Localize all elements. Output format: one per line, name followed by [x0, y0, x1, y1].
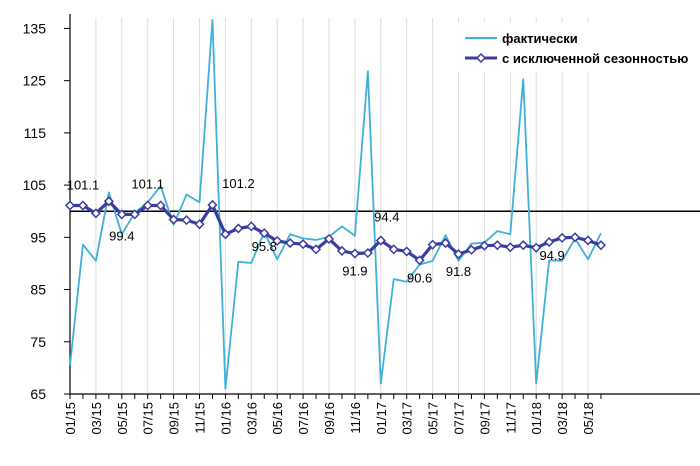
legend-label-actual: фактически: [502, 31, 578, 46]
x-tick-label: 05/18: [581, 402, 596, 435]
series-marker-seasonally-adjusted: [142, 200, 153, 211]
x-tick-label: 03/17: [400, 402, 415, 435]
x-tick-label: 09/15: [167, 402, 182, 435]
grid: [95, 18, 589, 394]
series-marker-seasonally-adjusted: [116, 209, 127, 220]
series-marker-seasonally-adjusted: [220, 229, 231, 240]
series-marker-seasonally-adjusted: [414, 255, 425, 266]
x-tick-label: 01/15: [63, 402, 78, 435]
series-marker-seasonally-adjusted: [388, 244, 399, 255]
axes: 65 75 85 95 105 115 125 135 01/15 03/15 05/15 07/15…: [23, 14, 700, 435]
series-marker-seasonally-adjusted: [285, 238, 296, 249]
series-marker-seasonally-adjusted: [207, 199, 218, 211]
legend-label-sa: с исключенной сезонностью: [502, 51, 688, 66]
data-label: 101.2: [222, 176, 255, 191]
series-marker-seasonally-adjusted: [427, 239, 438, 250]
series-marker-seasonally-adjusted: [77, 200, 89, 211]
series-marker-seasonally-adjusted: [310, 244, 322, 255]
series-marker-seasonally-adjusted: [168, 214, 179, 225]
y-tick-label: 135: [23, 20, 47, 36]
x-tick-label: 01/16: [218, 402, 233, 435]
y-tick-label: 75: [30, 334, 46, 350]
x-tick-label: 01/18: [529, 402, 544, 435]
series-marker-seasonally-adjusted: [531, 242, 542, 253]
series-marker-seasonally-adjusted: [272, 235, 283, 247]
series-marker-seasonally-adjusted: [479, 240, 490, 251]
x-tick-label: 09/16: [322, 402, 337, 435]
series-marker-seasonally-adjusted: [582, 235, 594, 246]
series-group: [64, 19, 607, 390]
legend-marker-sa: [475, 52, 487, 64]
series-marker-seasonally-adjusted: [518, 240, 529, 251]
series-marker-seasonally-adjusted: [64, 200, 76, 211]
data-label: 91.8: [446, 264, 471, 279]
x-tick-label: 11/17: [503, 402, 518, 434]
series-marker-seasonally-adjusted: [129, 209, 140, 220]
x-tick-label: 07/15: [141, 402, 156, 435]
data-label: 99.4: [109, 228, 134, 243]
data-label: 94.9: [539, 248, 564, 263]
series-marker-seasonally-adjusted: [103, 196, 114, 207]
series-marker-seasonally-adjusted: [90, 208, 101, 219]
x-tick-label: 01/17: [374, 402, 389, 435]
x-tick-label: 03/16: [244, 402, 259, 435]
data-label: 91.9: [342, 264, 367, 279]
series-marker-seasonally-adjusted: [233, 223, 244, 234]
y-tick-label: 85: [30, 282, 46, 298]
x-tick-label: 09/17: [477, 402, 492, 435]
series-marker-seasonally-adjusted: [259, 228, 270, 239]
series-marker-seasonally-adjusted: [505, 242, 516, 253]
series-marker-seasonally-adjusted: [440, 238, 451, 249]
x-tick-label: 07/16: [296, 402, 311, 435]
data-label: 95.8: [252, 239, 277, 254]
legend: фактически с исключенной сезонностью: [458, 23, 700, 71]
y-tick-label: 125: [23, 73, 47, 89]
y-tick-label: 95: [30, 229, 46, 245]
data-labels: 101.1 99.4 101.1 101.2 95.8 91.9 94.4 90.6 91.8 9…: [67, 176, 565, 285]
series-marker-seasonally-adjusted: [298, 239, 309, 250]
x-tick-label: 05/17: [426, 402, 441, 435]
x-tick-label: 03/18: [555, 402, 570, 435]
x-tick-label: 11/15: [193, 402, 208, 434]
series-marker-seasonally-adjusted: [246, 221, 257, 232]
data-label: 94.4: [374, 209, 399, 224]
series-marker-seasonally-adjusted: [466, 244, 477, 255]
series-marker-seasonally-adjusted: [453, 248, 464, 260]
series-marker-seasonally-adjusted: [492, 240, 503, 251]
series-marker-seasonally-adjusted: [336, 245, 348, 256]
series-marker-seasonally-adjusted: [349, 248, 360, 259]
series-marker-seasonally-adjusted: [557, 232, 568, 243]
data-label: 90.6: [407, 270, 432, 285]
series-marker-seasonally-adjusted: [155, 200, 166, 211]
x-tick-label: 05/15: [115, 402, 130, 435]
series-marker-seasonally-adjusted: [362, 247, 373, 259]
x-tick-label: 03/15: [89, 402, 104, 435]
legend-background: [458, 23, 700, 71]
series-marker-seasonally-adjusted: [194, 219, 205, 230]
series-marker-seasonally-adjusted: [323, 233, 335, 244]
series-marker-seasonally-adjusted: [181, 215, 192, 226]
x-tick-label: 11/16: [348, 402, 363, 434]
series-line-actual: [69, 19, 602, 390]
data-label: 101.1: [67, 177, 100, 192]
series-marker-seasonally-adjusted: [595, 240, 607, 251]
series-marker-seasonally-adjusted: [401, 246, 412, 257]
y-tick-label: 65: [30, 386, 46, 402]
y-tick-label: 105: [23, 177, 47, 193]
x-tick-label: 05/16: [270, 402, 285, 435]
series-marker-seasonally-adjusted: [375, 235, 386, 246]
x-tick-label: 07/17: [452, 402, 467, 435]
series-marker-seasonally-adjusted: [569, 232, 581, 243]
series-marker-seasonally-adjusted: [544, 236, 555, 248]
y-tick-label: 115: [24, 125, 47, 141]
data-label: 101.1: [131, 176, 164, 191]
